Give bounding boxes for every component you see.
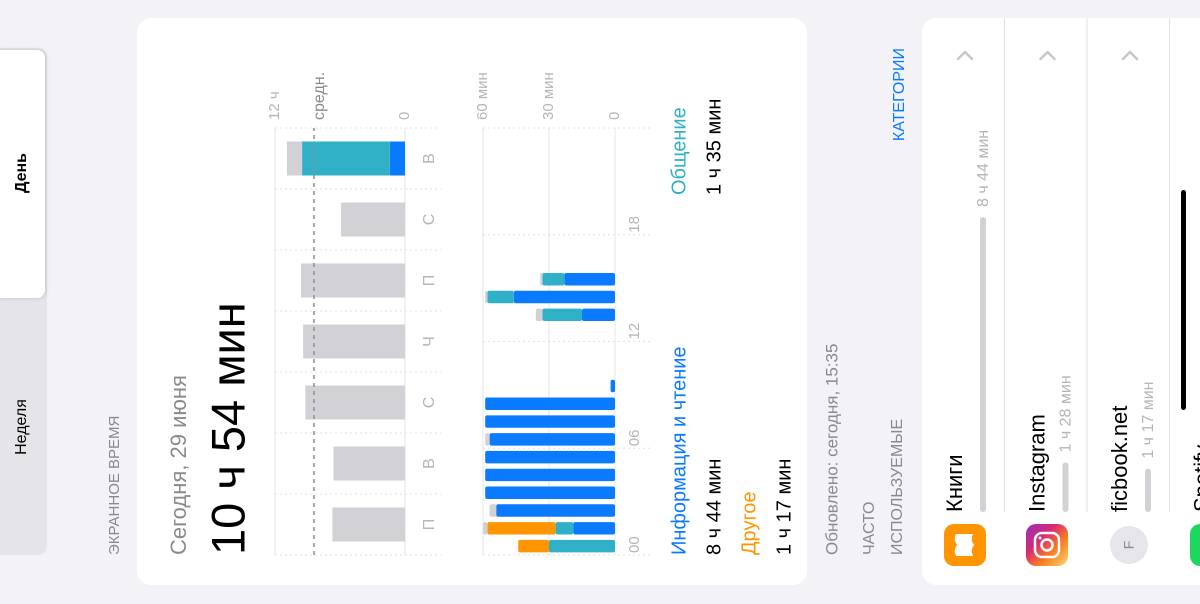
section-title: ЭКРАННОЕ ВРЕМЯ [106,416,123,555]
bar [513,290,615,304]
app-name: Instagram [1024,414,1049,512]
bar [301,263,405,298]
legend-total: 1 ч 35 мин [703,99,725,195]
chevron [956,50,974,61]
app-icons: F [944,524,1200,566]
y-tick-label: 30 мин [540,72,557,120]
app-name: ficbook.net [1107,406,1132,512]
instagram-glyph [1033,531,1061,559]
legend-total: 8 ч 44 мин [703,459,725,555]
bar [542,308,583,322]
bar [341,202,406,237]
bar [496,504,616,517]
bar [582,308,615,322]
usage-bar [980,216,986,512]
instagram-glyph [1040,538,1054,552]
bar [305,385,406,420]
bar [610,379,615,393]
scroll-indicator [1181,190,1186,410]
bar [485,486,616,499]
day-label: В [421,153,438,164]
legend-name: Информация и чтение [668,346,690,555]
ficbook-icon [1110,526,1148,564]
tab-day[interactable]: День [13,153,30,193]
bar [485,450,616,464]
bar [573,522,616,535]
bar [489,504,497,517]
bar [489,433,616,446]
app-name: Книги [942,454,967,512]
x-tick-label: 12 [626,323,643,340]
day-label: П [421,275,438,287]
chevron [1039,50,1056,61]
bar [333,446,405,481]
bar [485,468,616,482]
most-used: ИСПОЛЬЗУЕМЫЕ [889,419,906,555]
y-tick-label: 0 [606,112,623,120]
bar [549,539,615,553]
usage-time: 1 ч 28 мин [1058,375,1075,452]
bar [485,433,490,446]
selected-segment[interactable] [0,50,45,298]
bar [540,273,543,286]
usage-bar [1145,468,1151,512]
bar [487,522,556,535]
legend-name: Другое [738,491,760,555]
bar [389,141,406,176]
tab-week[interactable]: Неделя [13,399,30,455]
bar [564,273,616,286]
legend-name: Общение [668,107,690,195]
date: Сегодня, 29 июня [166,375,191,555]
bar [483,522,488,535]
updated: Обновлено: сегодня, 15:35 [822,344,841,555]
bar [485,397,616,410]
ficbook-letter: F [1121,541,1137,550]
x-tick-label: 06 [626,430,643,447]
apps-card [922,18,1200,585]
bar [302,141,390,176]
day-label: П [421,519,438,531]
total-time: 10 ч 54 мин [201,302,254,555]
bar [542,273,565,286]
instagram-glyph [1038,536,1042,540]
average-label: средн. [311,72,328,120]
legend-total: 1 ч 17 мин [773,459,795,555]
app-name: Spotify [1189,445,1200,512]
most-used: ЧАСТО [861,501,878,555]
usage-bar [1062,462,1069,512]
bar [518,539,550,553]
bar [487,290,514,304]
spotify-icon [1190,524,1200,566]
day-label: В [421,458,438,469]
x-tick-label: 00 [626,536,643,553]
bar [286,141,303,176]
usage-time: 8 ч 44 мин [975,130,992,207]
y-tick-label: 60 мин [474,72,491,120]
day-label: С [421,214,438,226]
day-label: С [421,397,438,409]
bar [555,522,574,535]
bar [535,308,543,322]
categories-link[interactable]: КАТЕГОРИИ [891,48,908,141]
day-label: Ч [421,336,438,347]
bar [485,290,488,304]
books-glyph [954,534,974,556]
chevron [1121,50,1139,61]
bar [485,415,616,428]
y-tick-label: 12 ч [266,91,283,120]
y-tick-label: 0 [396,112,413,120]
x-tick-label: 18 [626,216,643,233]
bar [303,324,405,359]
usage-time: 1 ч 17 мин [1140,382,1157,459]
instagram-icon [1026,524,1068,566]
bar [332,507,405,542]
